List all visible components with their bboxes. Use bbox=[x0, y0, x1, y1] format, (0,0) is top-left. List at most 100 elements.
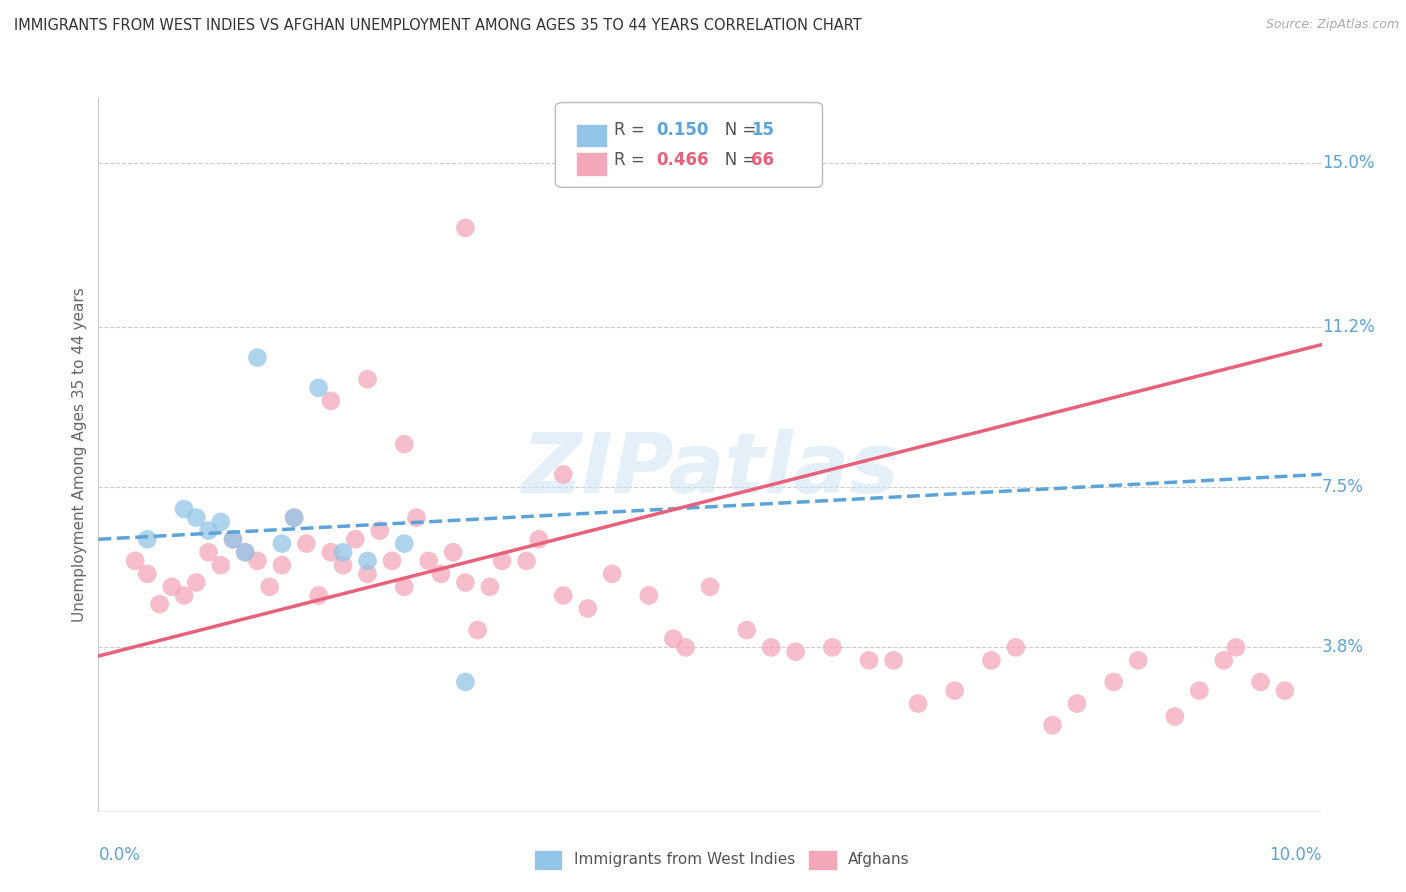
Point bbox=[270, 536, 292, 550]
Point bbox=[308, 589, 330, 603]
Point bbox=[319, 393, 342, 408]
Point bbox=[209, 558, 232, 573]
Point bbox=[699, 580, 721, 594]
Point bbox=[527, 533, 550, 547]
Point bbox=[270, 558, 292, 573]
Point bbox=[392, 437, 416, 451]
Point bbox=[283, 510, 305, 524]
Point bbox=[283, 510, 305, 524]
Point bbox=[136, 566, 159, 581]
Point bbox=[124, 554, 146, 568]
Text: 0.0%: 0.0% bbox=[98, 847, 141, 864]
Point bbox=[454, 220, 477, 235]
Text: 15.0%: 15.0% bbox=[1322, 154, 1374, 172]
Y-axis label: Unemployment Among Ages 35 to 44 years: Unemployment Among Ages 35 to 44 years bbox=[72, 287, 87, 623]
Point bbox=[186, 575, 208, 590]
Text: Immigrants from West Indies: Immigrants from West Indies bbox=[574, 853, 794, 867]
Text: Source: ZipAtlas.com: Source: ZipAtlas.com bbox=[1265, 18, 1399, 31]
Point bbox=[356, 554, 378, 568]
Point bbox=[173, 589, 195, 603]
Point bbox=[662, 632, 685, 646]
Point bbox=[1212, 653, 1234, 667]
Point bbox=[319, 545, 342, 559]
Point bbox=[1188, 683, 1211, 698]
Point bbox=[943, 683, 966, 698]
Point bbox=[197, 545, 219, 559]
Text: ZIPatlas: ZIPatlas bbox=[522, 429, 898, 509]
Point bbox=[246, 554, 269, 568]
Text: 3.8%: 3.8% bbox=[1322, 639, 1364, 657]
Point bbox=[454, 575, 477, 590]
Point bbox=[392, 580, 416, 594]
Point bbox=[259, 580, 281, 594]
Point bbox=[675, 640, 697, 655]
Point bbox=[136, 533, 159, 547]
Point bbox=[516, 554, 538, 568]
Point bbox=[356, 566, 378, 581]
Point bbox=[392, 536, 416, 550]
Point bbox=[308, 381, 330, 395]
Point bbox=[491, 554, 513, 568]
Point bbox=[186, 510, 208, 524]
Point bbox=[1128, 653, 1150, 667]
Text: 15: 15 bbox=[751, 120, 773, 139]
Point bbox=[785, 645, 807, 659]
Point bbox=[1102, 675, 1125, 690]
Text: 0.150: 0.150 bbox=[657, 120, 709, 139]
Point bbox=[1225, 640, 1247, 655]
Point bbox=[209, 515, 232, 529]
Point bbox=[637, 589, 661, 603]
Point bbox=[197, 524, 219, 538]
Point bbox=[1066, 697, 1088, 711]
Text: R =: R = bbox=[614, 151, 651, 169]
Point bbox=[381, 554, 404, 568]
Point bbox=[980, 653, 1002, 667]
Point bbox=[368, 524, 391, 538]
Text: N =: N = bbox=[709, 120, 761, 139]
Point bbox=[356, 372, 378, 386]
Point bbox=[332, 545, 354, 559]
Point bbox=[233, 545, 256, 559]
Point bbox=[1004, 640, 1026, 655]
Text: 10.0%: 10.0% bbox=[1270, 847, 1322, 864]
Point bbox=[222, 533, 245, 547]
Text: 66: 66 bbox=[751, 151, 773, 169]
Point bbox=[405, 510, 427, 524]
Point bbox=[858, 653, 880, 667]
Point bbox=[454, 675, 477, 690]
Point bbox=[332, 558, 354, 573]
Point bbox=[576, 601, 599, 615]
Point bbox=[821, 640, 844, 655]
Point bbox=[553, 589, 575, 603]
Point bbox=[160, 580, 183, 594]
Point bbox=[430, 566, 453, 581]
Point bbox=[233, 545, 256, 559]
Point bbox=[553, 467, 575, 482]
Text: 7.5%: 7.5% bbox=[1322, 478, 1364, 496]
Point bbox=[600, 566, 623, 581]
Point bbox=[478, 580, 501, 594]
Text: N =: N = bbox=[709, 151, 761, 169]
Point bbox=[149, 597, 172, 611]
Point bbox=[344, 533, 367, 547]
Point bbox=[1274, 683, 1296, 698]
Point bbox=[467, 623, 489, 637]
Point bbox=[1042, 718, 1064, 732]
Point bbox=[907, 697, 929, 711]
Text: 11.2%: 11.2% bbox=[1322, 318, 1375, 336]
Point bbox=[173, 502, 195, 516]
Point bbox=[883, 653, 905, 667]
Point bbox=[295, 536, 318, 550]
Point bbox=[418, 554, 440, 568]
Text: IMMIGRANTS FROM WEST INDIES VS AFGHAN UNEMPLOYMENT AMONG AGES 35 TO 44 YEARS COR: IMMIGRANTS FROM WEST INDIES VS AFGHAN UN… bbox=[14, 18, 862, 33]
Point bbox=[735, 623, 758, 637]
Text: Afghans: Afghans bbox=[848, 853, 910, 867]
Point bbox=[222, 533, 245, 547]
Point bbox=[1164, 709, 1187, 723]
Text: R =: R = bbox=[614, 120, 651, 139]
Text: 0.466: 0.466 bbox=[657, 151, 709, 169]
Point bbox=[441, 545, 464, 559]
Point bbox=[1249, 675, 1271, 690]
Point bbox=[246, 351, 269, 365]
Point bbox=[759, 640, 782, 655]
